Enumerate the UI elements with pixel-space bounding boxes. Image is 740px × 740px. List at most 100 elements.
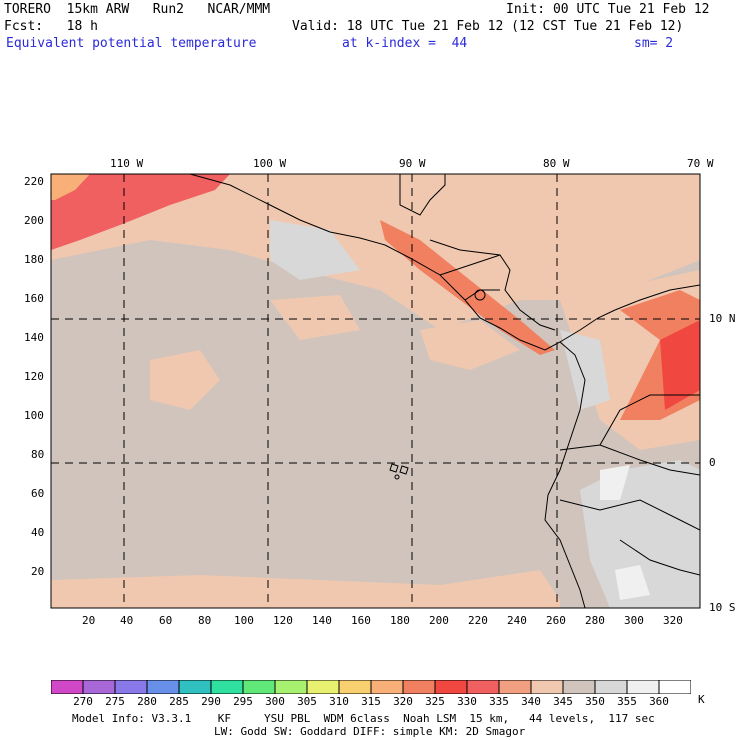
- x-tick-120: 120: [273, 614, 293, 627]
- colorbar-swatch: [562, 680, 596, 694]
- andes-white: [615, 565, 650, 600]
- graticule: [51, 174, 700, 608]
- colorbar-label: 305: [297, 695, 317, 708]
- x-tick-320: 320: [663, 614, 683, 627]
- level-label: at k-index = 44: [342, 36, 468, 51]
- model-info: Model Info: V3.3.1 KF YSU PBL WDM 6class…: [72, 712, 655, 725]
- y-tick-220: 220: [24, 175, 44, 188]
- colorbar-label: 360: [649, 695, 669, 708]
- x-tick-80: 80: [198, 614, 212, 627]
- plot-frame: [50, 173, 701, 609]
- x-tick-20: 20: [82, 614, 96, 627]
- colorbar-label: 285: [169, 695, 189, 708]
- colorbar-swatch: [498, 680, 532, 694]
- colorbar-label: 310: [329, 695, 349, 708]
- colorbar-label: 345: [553, 695, 573, 708]
- grey-patch-1: [270, 220, 360, 280]
- hot-band-central-america: [380, 220, 555, 355]
- init-time: Init: 00 UTC Tue 21 Feb 12: [506, 2, 710, 17]
- y-tick-100: 100: [24, 409, 44, 422]
- colorbar-label: 335: [489, 695, 509, 708]
- lon-label-100w: 100 W: [253, 157, 287, 170]
- colorbar-swatch: [210, 680, 244, 694]
- colorbar-swatch: [51, 680, 84, 694]
- grey-patch-2: [560, 330, 610, 410]
- x-tick-300: 300: [624, 614, 644, 627]
- hot-core-northeast: [660, 320, 700, 410]
- colorbar-swatch: [242, 680, 276, 694]
- y-tick-180: 180: [24, 253, 44, 266]
- lon-label-80w: 80 W: [543, 157, 570, 170]
- warm-field-south: [51, 570, 560, 608]
- warm-patch-3: [270, 295, 360, 340]
- warm-patch-1: [150, 350, 220, 410]
- x-tick-220: 220: [468, 614, 488, 627]
- lon-label-110w: 110 W: [110, 157, 144, 170]
- valid-time: Valid: 18 UTC Tue 21 Feb 12 (12 CST Tue …: [292, 19, 684, 34]
- colorbar-swatch: [466, 680, 500, 694]
- colorbar-swatch: [306, 680, 340, 694]
- y-tick-200: 200: [24, 214, 44, 227]
- x-tick-240: 240: [507, 614, 527, 627]
- lat-label-10s: 10 S: [709, 601, 736, 614]
- colorbar-label: 300: [265, 695, 285, 708]
- colorbar-swatch: [626, 680, 660, 694]
- colorbar-swatch: [434, 680, 468, 694]
- colorbar-swatch: [146, 680, 180, 694]
- colorbar-unit: K: [698, 693, 705, 706]
- x-tick-60: 60: [159, 614, 173, 627]
- lat-label-0: 0: [709, 456, 716, 469]
- colorbar-swatch: [402, 680, 436, 694]
- y-tick-140: 140: [24, 331, 44, 344]
- hot-band-core: [51, 174, 90, 200]
- coastlines: [189, 174, 700, 608]
- colorbar-swatch: [274, 680, 308, 694]
- warm-field-north: [51, 174, 700, 330]
- colorbar-label: 320: [393, 695, 413, 708]
- colorbar-label: 355: [617, 695, 637, 708]
- x-tick-200: 200: [429, 614, 449, 627]
- physics-info: LW: Godd SW: Goddard DIFF: simple KM: 2D…: [214, 725, 526, 738]
- colorbar-label: 270: [73, 695, 93, 708]
- colorbar-label: 295: [233, 695, 253, 708]
- colorbar-label: 275: [105, 695, 125, 708]
- colorbar-label: 315: [361, 695, 381, 708]
- forecast-hour: Fcst: 18 h: [4, 19, 98, 34]
- colorbar-swatch: [594, 680, 628, 694]
- colorbar-label: 330: [457, 695, 477, 708]
- lat-label-10n: 10 N: [709, 312, 736, 325]
- lon-label-90w: 90 W: [399, 157, 426, 170]
- lon-label-70w: 70 W: [687, 157, 714, 170]
- y-tick-160: 160: [24, 292, 44, 305]
- colorbar-label: 290: [201, 695, 221, 708]
- y-tick-20: 20: [31, 565, 45, 578]
- colorbar-swatch: [338, 680, 372, 694]
- field-name: Equivalent potential temperature: [6, 36, 257, 51]
- y-tick-60: 60: [31, 487, 45, 500]
- x-tick-100: 100: [234, 614, 254, 627]
- y-tick-80: 80: [31, 448, 45, 461]
- y-tick-120: 120: [24, 370, 44, 383]
- andes-white-2: [600, 465, 630, 500]
- warm-patch-2: [420, 320, 520, 370]
- colorbar-swatch: [82, 680, 116, 694]
- colorbar-swatch: [530, 680, 564, 694]
- colorbar-label: 325: [425, 695, 445, 708]
- x-tick-260: 260: [546, 614, 566, 627]
- colorbar-swatch: [370, 680, 404, 694]
- colorbar-swatch: [658, 680, 691, 694]
- colorbar-label: 350: [585, 695, 605, 708]
- colorbar: [51, 680, 691, 694]
- x-tick-140: 140: [312, 614, 332, 627]
- model-title: TORERO 15km ARW Run2 NCAR/MMM: [4, 2, 271, 17]
- x-tick-40: 40: [120, 614, 134, 627]
- x-tick-180: 180: [390, 614, 410, 627]
- colorbar-label: 340: [521, 695, 541, 708]
- colorbar-label: 280: [137, 695, 157, 708]
- colorbar-swatch: [114, 680, 148, 694]
- x-tick-280: 280: [585, 614, 605, 627]
- x-tick-160: 160: [351, 614, 371, 627]
- colorbar-swatch: [178, 680, 212, 694]
- y-tick-40: 40: [31, 526, 45, 539]
